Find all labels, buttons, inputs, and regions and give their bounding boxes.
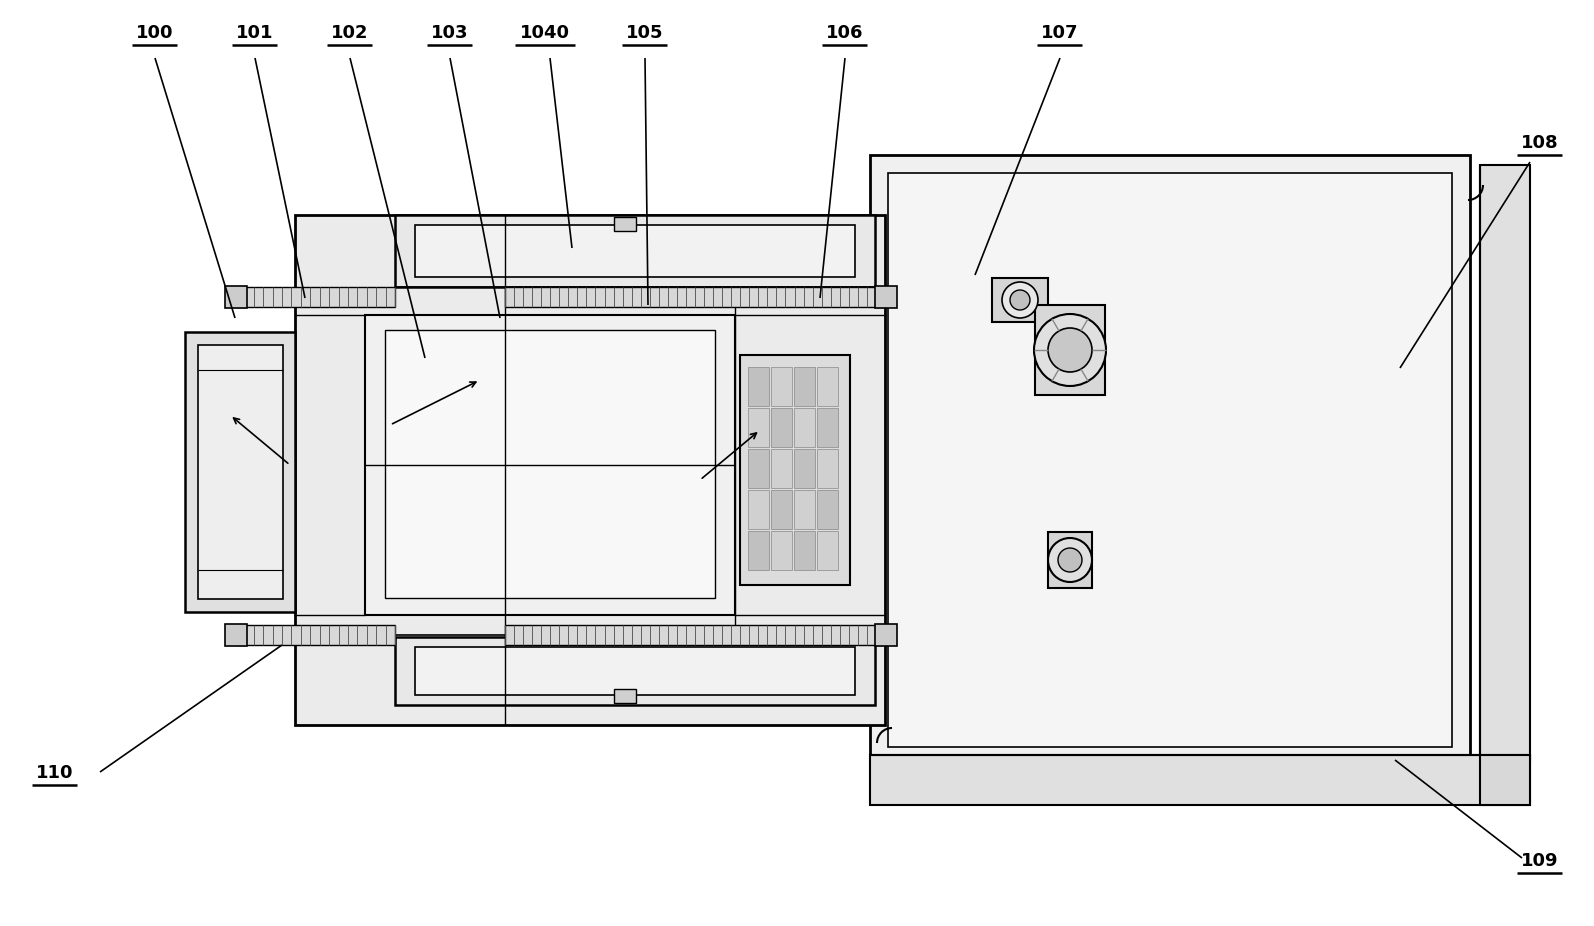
Bar	[505, 625, 885, 645]
Bar	[818, 531, 838, 570]
Text: 100: 100	[135, 24, 174, 42]
Bar	[1479, 165, 1530, 760]
Text: 106: 106	[826, 24, 864, 42]
Bar	[818, 490, 838, 529]
Bar	[748, 367, 768, 406]
Bar	[614, 217, 636, 231]
Bar	[870, 755, 1530, 805]
Bar	[614, 689, 636, 703]
Text: 105: 105	[626, 24, 663, 42]
Text: 1040: 1040	[520, 24, 571, 42]
Circle shape	[1047, 538, 1092, 582]
Circle shape	[1003, 282, 1038, 318]
Bar	[794, 449, 815, 488]
Bar	[198, 345, 284, 599]
Bar	[414, 225, 854, 277]
Bar	[386, 330, 716, 598]
Text: 109: 109	[1521, 852, 1559, 870]
Bar	[225, 286, 247, 308]
Text: 107: 107	[1041, 24, 1079, 42]
Bar	[794, 408, 815, 447]
Bar	[414, 647, 854, 695]
Bar	[234, 625, 395, 645]
Text: 108: 108	[1521, 134, 1559, 152]
Bar	[1047, 532, 1092, 588]
Bar	[748, 531, 768, 570]
Text: 103: 103	[432, 24, 469, 42]
Bar	[870, 155, 1470, 765]
Bar	[794, 531, 815, 570]
Bar	[875, 286, 897, 308]
Circle shape	[1047, 328, 1092, 372]
Circle shape	[1058, 548, 1082, 572]
Bar	[875, 624, 897, 646]
Bar	[295, 215, 885, 725]
Bar	[225, 624, 247, 646]
Bar	[888, 173, 1452, 747]
Bar	[771, 367, 792, 406]
Text: 110: 110	[37, 764, 73, 782]
Bar	[748, 408, 768, 447]
Bar	[771, 531, 792, 570]
Bar	[794, 367, 815, 406]
Text: 101: 101	[236, 24, 274, 42]
Bar	[991, 278, 1047, 322]
Bar	[185, 332, 295, 612]
Bar	[395, 215, 875, 287]
Bar	[818, 449, 838, 488]
Bar	[1035, 305, 1105, 395]
Bar	[234, 287, 395, 307]
Bar	[748, 490, 768, 529]
Bar	[740, 355, 850, 585]
Bar	[818, 408, 838, 447]
Bar	[395, 637, 875, 705]
Bar	[505, 287, 885, 307]
Bar	[365, 315, 735, 615]
Bar	[771, 408, 792, 447]
Text: 102: 102	[332, 24, 368, 42]
Circle shape	[1035, 314, 1106, 386]
Bar	[1479, 755, 1530, 805]
Circle shape	[1011, 290, 1030, 310]
Bar	[771, 490, 792, 529]
Bar	[748, 449, 768, 488]
Bar	[771, 449, 792, 488]
Bar	[818, 367, 838, 406]
Bar	[794, 490, 815, 529]
